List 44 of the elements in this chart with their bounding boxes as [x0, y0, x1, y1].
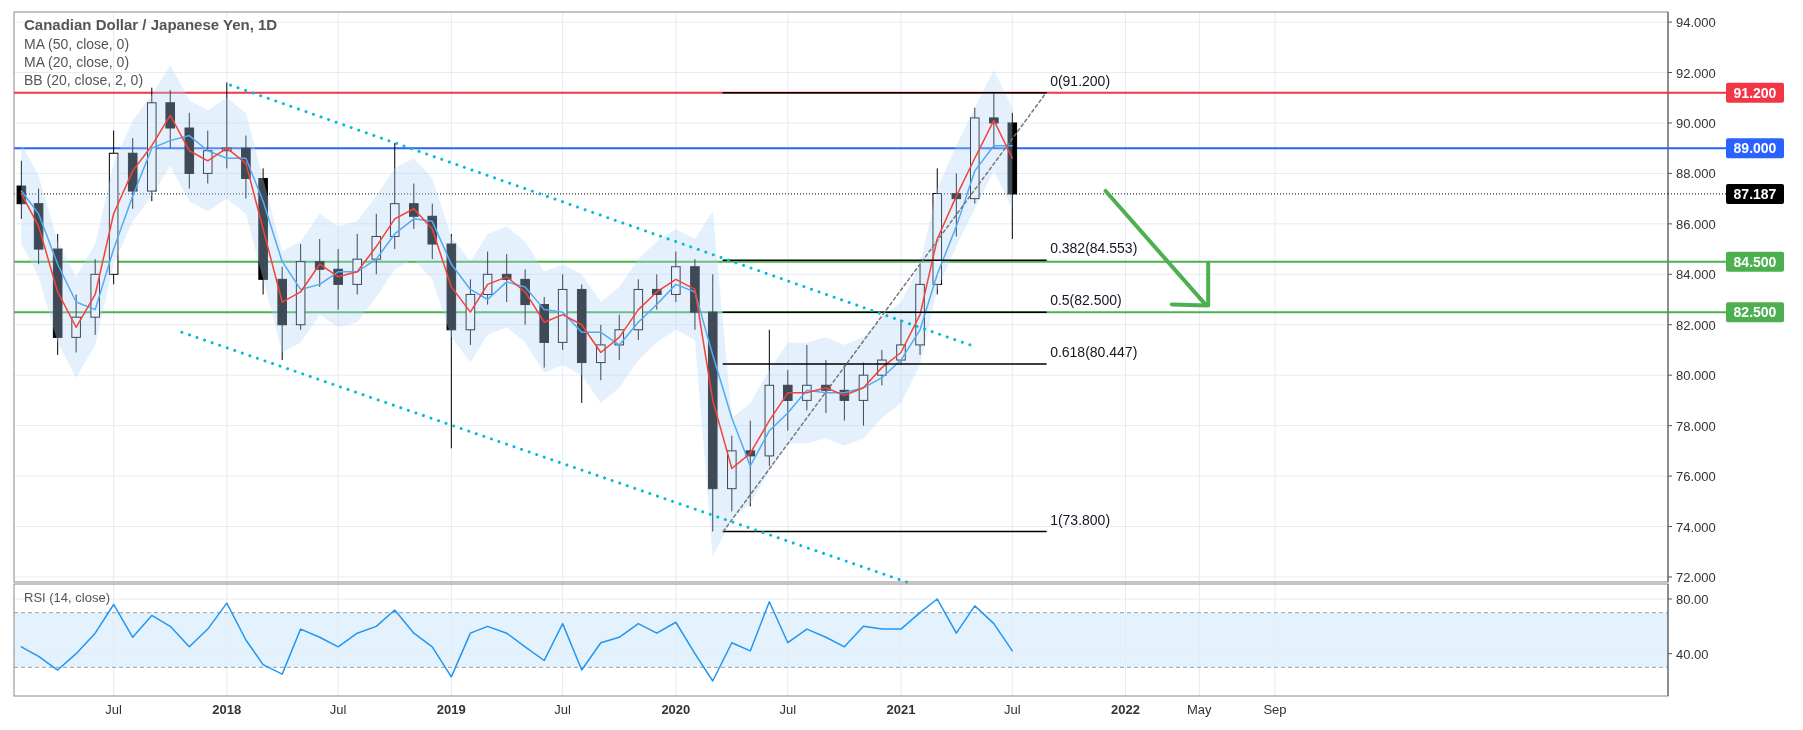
y-tick-label: 40.00 [1676, 646, 1709, 662]
candlestick [202, 130, 213, 184]
annotation: MA (50, close, 0) [24, 36, 130, 52]
x-tick-label: Jul [329, 702, 347, 717]
x-tick-label: May [1187, 702, 1213, 717]
annotation: 0(91.200) [1050, 72, 1111, 89]
x-tick-label: 2022 [1111, 702, 1140, 717]
y-tick-label: 88.000 [1676, 166, 1716, 182]
candlestick [482, 251, 493, 306]
y-tick-label: 84.000 [1676, 267, 1716, 283]
x-tick-label: 2021 [886, 702, 916, 717]
y-tick-label: 90.000 [1676, 115, 1716, 131]
ref-line-label: 89.000 [1733, 140, 1777, 157]
y-tick-label: 82.000 [1676, 317, 1716, 333]
annotation: 0.5(82.500) [1050, 292, 1122, 309]
annotation: 0.618(80.447) [1050, 343, 1138, 360]
annotation: MA (20, close, 0) [24, 54, 130, 70]
ref-line-label: 84.500 [1733, 253, 1777, 270]
y-tick-label: 76.000 [1676, 469, 1716, 485]
y-tick-label: 78.000 [1676, 418, 1716, 434]
ref-line-label: 91.200 [1733, 84, 1777, 101]
y-tick-label: 80.00 [1676, 592, 1709, 608]
y-tick-label: 74.000 [1676, 519, 1716, 535]
annotation: BB (20, close, 2, 0) [24, 72, 144, 88]
x-tick-label: 2020 [661, 702, 691, 717]
annotation: 0.382(84.553) [1050, 240, 1138, 257]
x-tick-label: Jul [105, 702, 123, 717]
x-tick-label: 2019 [436, 702, 466, 717]
x-tick-label: Jul [1003, 702, 1021, 717]
x-tick-label: Jul [779, 702, 797, 717]
candlestick [596, 324, 606, 381]
y-tick-label: 72.000 [1676, 569, 1716, 585]
ref-line-label: 82.500 [1733, 304, 1777, 321]
y-tick-label: 94.000 [1676, 15, 1716, 31]
y-tick-label: 92.000 [1676, 65, 1716, 81]
ref-line-label: 87.187 [1733, 185, 1777, 202]
x-tick-label: 2018 [212, 702, 242, 717]
annotation: 1(73.800) [1050, 511, 1111, 528]
y-tick-label: 86.000 [1676, 216, 1716, 232]
chart-title: Canadian Dollar / Japanese Yen, 1D [24, 16, 278, 33]
y-tick-label: 80.000 [1676, 368, 1716, 384]
x-tick-label: Sep [1263, 702, 1287, 717]
x-tick-label: Jul [554, 702, 572, 717]
text: RSI (14, close) [24, 590, 110, 605]
